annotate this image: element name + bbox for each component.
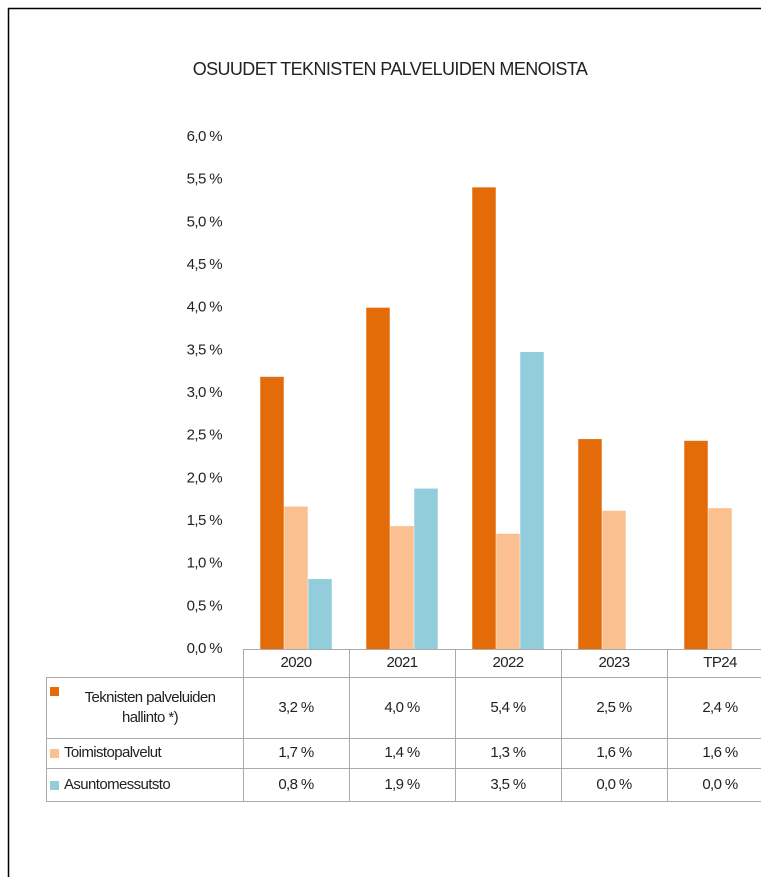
data-label: 0,0 % xyxy=(702,775,738,793)
bar xyxy=(520,352,544,649)
y-tick-label: 1,5 % xyxy=(187,512,223,529)
legend-label: Asuntomessutsto xyxy=(64,775,171,793)
bar xyxy=(578,439,602,649)
bar xyxy=(414,488,438,649)
y-tick-label: 2,5 % xyxy=(187,427,223,444)
y-tick-label: 2,0 % xyxy=(187,469,223,486)
data-label: 2,4 % xyxy=(702,698,738,716)
y-tick-label: 1,0 % xyxy=(187,555,223,572)
bar xyxy=(708,508,732,649)
bar xyxy=(308,579,332,649)
y-tick-label: 0,0 % xyxy=(187,640,223,657)
data-label: 0,0 % xyxy=(596,775,632,793)
y-tick-label: 0,5 % xyxy=(187,597,223,614)
data-label: 1,4 % xyxy=(384,744,420,761)
bar xyxy=(684,440,708,649)
data-label: 1,9 % xyxy=(384,775,420,793)
bar xyxy=(602,510,626,649)
x-tick-label: 2021 xyxy=(386,654,419,671)
y-tick-label: 3,5 % xyxy=(187,341,223,358)
x-tick-label: TP24 xyxy=(703,654,737,671)
data-label: 0,8 % xyxy=(278,775,314,793)
legend-label: Toimistopalvelut xyxy=(64,744,162,761)
data-label: 2,5 % xyxy=(596,698,632,716)
x-tick-label: 2022 xyxy=(492,654,525,671)
data-label: 3,2 % xyxy=(278,698,314,716)
x-tick-label: 2023 xyxy=(598,654,631,671)
y-tick-label: 4,0 % xyxy=(187,299,223,316)
y-tick-label: 6,0 % xyxy=(187,128,223,145)
x-tick-label: 2020 xyxy=(280,654,313,671)
y-tick-label: 5,0 % xyxy=(187,213,223,230)
data-label: 1,6 % xyxy=(702,744,738,761)
chart-title: OSUUDET TEKNISTEN PALVELUIDEN MENOISTA xyxy=(193,59,588,79)
legend-swatch xyxy=(50,780,59,790)
data-label: 1,6 % xyxy=(596,744,632,761)
bar xyxy=(390,526,414,649)
y-tick-label: 3,0 % xyxy=(187,384,223,401)
legend-label: Teknisten palveluiden hallinto *) xyxy=(84,688,216,726)
data-label: 1,7 % xyxy=(278,744,314,761)
bar xyxy=(472,187,496,649)
legend-swatch xyxy=(50,749,59,758)
bar xyxy=(496,533,520,649)
data-label: 5,4 % xyxy=(490,698,526,716)
legend-swatch xyxy=(50,687,59,696)
data-label: 4,0 % xyxy=(384,698,420,716)
data-label: 3,5 % xyxy=(490,775,526,793)
y-tick-label: 4,5 % xyxy=(187,256,223,273)
bar xyxy=(366,307,390,649)
bar xyxy=(260,376,284,649)
y-tick-label: 5,5 % xyxy=(187,171,223,188)
bar xyxy=(284,506,308,649)
data-label: 1,3 % xyxy=(490,744,526,761)
